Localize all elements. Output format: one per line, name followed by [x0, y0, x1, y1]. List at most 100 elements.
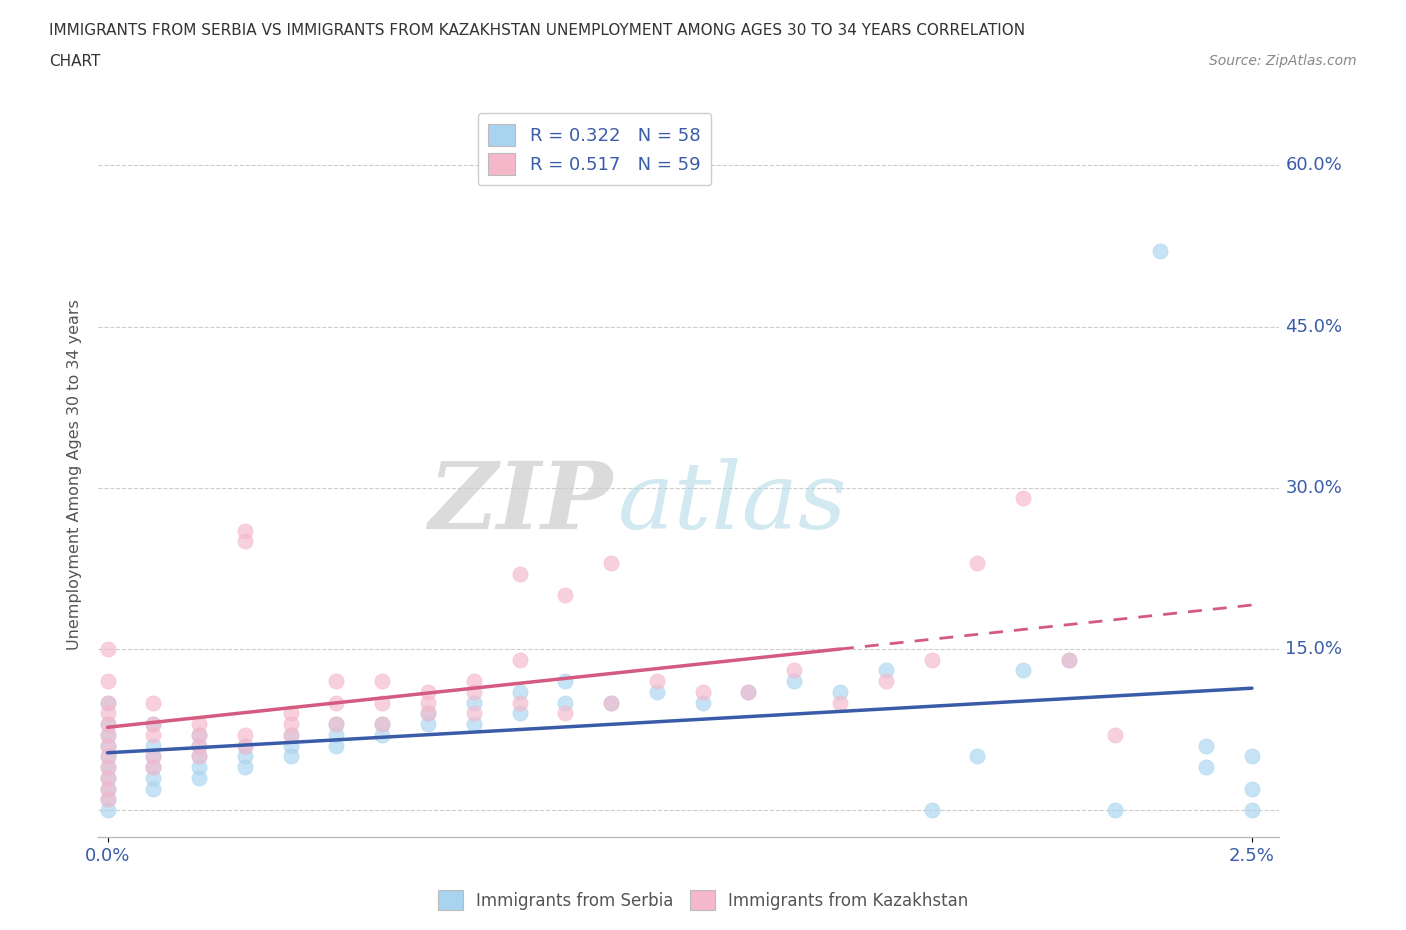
- Point: [325, 696, 347, 711]
- Point: [325, 717, 347, 732]
- Point: [1104, 803, 1126, 817]
- Point: [1104, 727, 1126, 742]
- Legend: R = 0.322   N = 58, R = 0.517   N = 59: R = 0.322 N = 58, R = 0.517 N = 59: [478, 113, 711, 185]
- Point: [463, 684, 485, 699]
- Text: 30.0%: 30.0%: [1285, 479, 1343, 497]
- Point: [142, 760, 165, 775]
- Point: [921, 803, 943, 817]
- Point: [97, 760, 120, 775]
- Point: [97, 738, 120, 753]
- Point: [142, 770, 165, 785]
- Point: [280, 727, 302, 742]
- Point: [921, 652, 943, 667]
- Point: [509, 652, 531, 667]
- Point: [233, 524, 256, 538]
- Point: [371, 673, 394, 688]
- Legend: Immigrants from Serbia, Immigrants from Kazakhstan: Immigrants from Serbia, Immigrants from …: [430, 884, 976, 917]
- Point: [325, 727, 347, 742]
- Point: [509, 706, 531, 721]
- Text: CHART: CHART: [49, 54, 101, 69]
- Point: [97, 792, 120, 807]
- Point: [463, 696, 485, 711]
- Point: [233, 738, 256, 753]
- Point: [554, 588, 576, 603]
- Point: [97, 781, 120, 796]
- Point: [97, 738, 120, 753]
- Point: [416, 706, 439, 721]
- Point: [371, 696, 394, 711]
- Point: [280, 749, 302, 764]
- Point: [1195, 760, 1218, 775]
- Point: [97, 642, 120, 657]
- Point: [509, 566, 531, 581]
- Point: [97, 717, 120, 732]
- Point: [188, 727, 211, 742]
- Point: [280, 727, 302, 742]
- Point: [97, 749, 120, 764]
- Point: [783, 663, 806, 678]
- Point: [325, 738, 347, 753]
- Point: [97, 673, 120, 688]
- Point: [97, 803, 120, 817]
- Point: [692, 684, 714, 699]
- Point: [554, 696, 576, 711]
- Text: 60.0%: 60.0%: [1285, 156, 1343, 174]
- Point: [233, 760, 256, 775]
- Point: [142, 727, 165, 742]
- Point: [371, 727, 394, 742]
- Point: [233, 727, 256, 742]
- Point: [142, 760, 165, 775]
- Point: [600, 555, 623, 570]
- Point: [97, 770, 120, 785]
- Point: [828, 696, 851, 711]
- Point: [188, 760, 211, 775]
- Point: [1149, 244, 1171, 259]
- Text: 15.0%: 15.0%: [1285, 640, 1343, 658]
- Point: [371, 717, 394, 732]
- Point: [142, 738, 165, 753]
- Point: [416, 717, 439, 732]
- Point: [188, 749, 211, 764]
- Point: [737, 684, 759, 699]
- Point: [828, 684, 851, 699]
- Point: [416, 684, 439, 699]
- Point: [97, 792, 120, 807]
- Point: [233, 738, 256, 753]
- Point: [280, 706, 302, 721]
- Point: [188, 738, 211, 753]
- Point: [463, 706, 485, 721]
- Point: [97, 781, 120, 796]
- Point: [554, 706, 576, 721]
- Point: [142, 749, 165, 764]
- Point: [600, 696, 623, 711]
- Point: [966, 749, 988, 764]
- Point: [875, 663, 897, 678]
- Point: [142, 781, 165, 796]
- Point: [97, 696, 120, 711]
- Point: [1240, 781, 1263, 796]
- Point: [1012, 663, 1035, 678]
- Point: [325, 717, 347, 732]
- Point: [142, 749, 165, 764]
- Text: 45.0%: 45.0%: [1285, 317, 1343, 336]
- Point: [188, 749, 211, 764]
- Point: [280, 717, 302, 732]
- Point: [966, 555, 988, 570]
- Point: [1195, 738, 1218, 753]
- Point: [1057, 652, 1080, 667]
- Point: [142, 717, 165, 732]
- Point: [188, 727, 211, 742]
- Point: [645, 684, 668, 699]
- Point: [509, 696, 531, 711]
- Point: [1240, 803, 1263, 817]
- Point: [1240, 749, 1263, 764]
- Point: [463, 717, 485, 732]
- Point: [783, 673, 806, 688]
- Point: [280, 738, 302, 753]
- Point: [692, 696, 714, 711]
- Point: [645, 673, 668, 688]
- Point: [97, 749, 120, 764]
- Point: [416, 706, 439, 721]
- Point: [188, 738, 211, 753]
- Point: [97, 717, 120, 732]
